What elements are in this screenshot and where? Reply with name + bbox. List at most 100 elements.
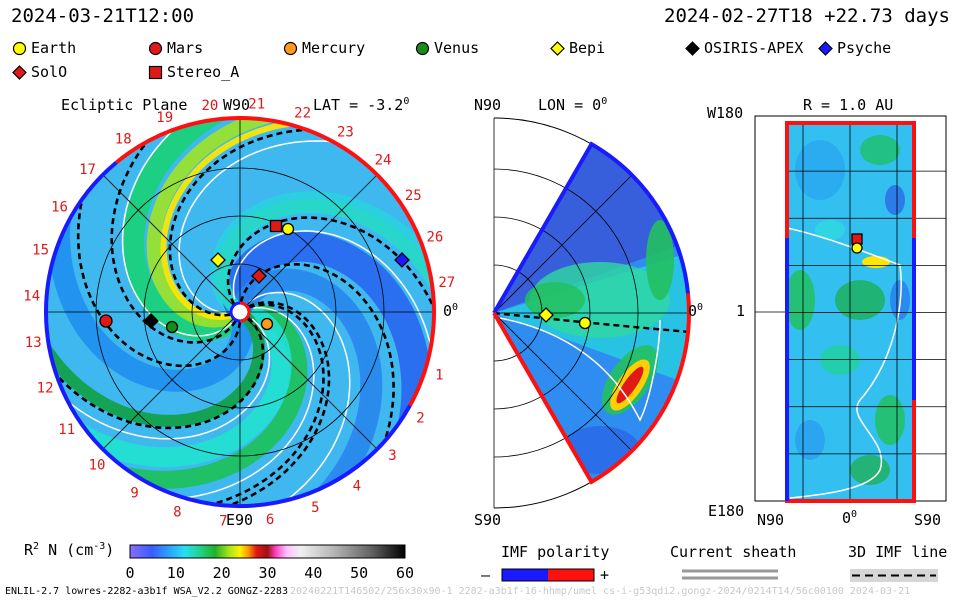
imf-field-line-2 — [168, 128, 384, 317]
current-sheath-title: Current sheath — [670, 543, 797, 561]
meridional-sheath-red — [616, 366, 644, 404]
imf-field-line-4 — [47, 307, 265, 430]
meridional-spoke-3 — [493, 312, 633, 452]
radial-density-patch-7 — [795, 420, 825, 460]
radial-zero-sup: 0 — [851, 509, 858, 520]
colorbar-label: R2 N (cm-3) — [24, 541, 114, 559]
imf-swatch-frame — [501, 568, 595, 582]
legend-label: Venus — [434, 39, 480, 57]
radial-yellow-patch — [862, 256, 890, 268]
rotation-number-13: 13 — [25, 335, 42, 351]
legend-item-earth: Earth — [12, 39, 76, 57]
imf-minus: – — [481, 566, 491, 584]
rotation-number-8: 8 — [173, 504, 181, 520]
legend-label: Mercury — [302, 39, 366, 57]
ecliptic-zero-sup: 0 — [452, 302, 459, 313]
rotation-number-5: 5 — [311, 500, 319, 516]
density-band-11 — [215, 199, 433, 383]
rotation-number-11: 11 — [58, 422, 75, 438]
legend-label: Bepi — [569, 39, 606, 57]
bepi-marker — [210, 252, 226, 268]
radial-zero-label: 00 — [842, 509, 857, 527]
osiris-apex-marker — [143, 313, 159, 329]
imf-negative-swatch — [502, 569, 548, 581]
ecliptic-rim-positive — [115, 116, 436, 407]
radial-title: R = 1.0 AU — [803, 96, 894, 114]
rotation-number-26: 26 — [426, 230, 443, 246]
w90-label: W90 — [223, 96, 251, 114]
meridional-zero-sup: 0 — [697, 302, 704, 313]
legend-marker-circle-icon — [148, 41, 163, 55]
rotation-number-3: 3 — [388, 448, 396, 464]
rotation-number-19: 19 — [156, 110, 173, 126]
legend-marker-square-icon — [148, 65, 163, 79]
mercury-marker — [260, 317, 274, 331]
legend-label: Psyche — [837, 39, 892, 57]
colorbar-label-tail: N (cm — [39, 541, 94, 559]
legend-label: Mars — [167, 39, 204, 57]
meridional-right-green — [646, 220, 674, 300]
meridional-low-density-region — [494, 144, 678, 313]
rotation-number-22: 22 — [294, 106, 311, 122]
meridional-zero-text: 0 — [688, 302, 698, 320]
imf-field-line-8 — [76, 127, 242, 368]
rotation-number-6: 6 — [266, 512, 274, 528]
wedge-border-negative — [492, 141, 691, 314]
colorbar-tick-0: 0 — [125, 564, 134, 582]
meridional-panel — [492, 117, 691, 509]
venus-marker — [165, 320, 179, 334]
meridional-imf-line — [493, 311, 691, 334]
current-sheet-line-4 — [47, 318, 271, 440]
current-sheet-line-5 — [232, 230, 433, 424]
footer-model-info: ENLIL-2.7 lowres-2282-a3b1f WSA_V2.2 GON… — [5, 586, 288, 597]
meridional-earth-marker — [578, 316, 592, 330]
imf-plus: + — [600, 566, 610, 584]
s90-label: S90 — [474, 511, 502, 529]
current-sheet-line-3 — [107, 307, 315, 500]
rotation-number-16: 16 — [51, 200, 68, 216]
colorbar-label-r: R — [24, 541, 34, 559]
rotation-number-7: 7 — [219, 513, 227, 529]
legend-item-venus: Venus — [415, 39, 479, 57]
radial-density-patch-10 — [815, 220, 845, 240]
radial-s90-label: S90 — [914, 511, 942, 529]
legend-marker-circle-icon — [415, 41, 430, 55]
density-band-2 — [146, 119, 372, 328]
radial-density-patch-3 — [787, 270, 815, 330]
legend-item-solo: SolO — [12, 63, 67, 81]
e90-label: E90 — [226, 511, 254, 529]
imf-positive-swatch — [548, 569, 594, 581]
current-sheet-line-6 — [216, 291, 351, 505]
colorbar-tick-60: 60 — [396, 564, 414, 582]
legend-label: Earth — [31, 39, 77, 57]
colorbar — [129, 544, 406, 559]
colorbar-tick-40: 40 — [304, 564, 322, 582]
rotation-number-2: 2 — [416, 410, 424, 426]
colorbar-label-close: ) — [105, 541, 115, 559]
radial-density-patch-1 — [795, 140, 845, 200]
legend-marker-diamond-icon — [685, 40, 700, 56]
w180-label: W180 — [707, 104, 744, 122]
legend-marker-diamond-icon — [818, 40, 833, 56]
legend-label: OSIRIS-APEX — [704, 39, 804, 57]
rotation-number-14: 14 — [23, 288, 40, 304]
left-datetime: 2024-03-21T12:00 — [11, 5, 195, 27]
legend-item-psyche: Psyche — [818, 39, 891, 57]
imf-field-line-5 — [226, 216, 433, 384]
rotation-number-15: 15 — [32, 242, 49, 258]
stereo-a-marker — [269, 219, 283, 233]
lon-label: LON = 00 — [538, 96, 607, 114]
legend-item-mars: Mars — [148, 39, 203, 57]
radial-zero-text: 0 — [842, 509, 852, 527]
lon-label-text: LON = 0 — [538, 96, 602, 114]
rotation-number-25: 25 — [405, 188, 422, 204]
legend-marker-diamond-icon — [550, 40, 565, 56]
meridional-bepi-marker — [538, 307, 554, 323]
current-sheet-line-1 — [121, 119, 240, 337]
imf-polarity-title: IMF polarity — [501, 543, 610, 561]
radial-current-sheet — [787, 227, 902, 499]
lat-label-text: LAT = -3.2 — [313, 96, 404, 114]
legend-item-stereo-a: Stereo_A — [148, 63, 239, 81]
ecliptic-rim-negative — [44, 160, 412, 508]
